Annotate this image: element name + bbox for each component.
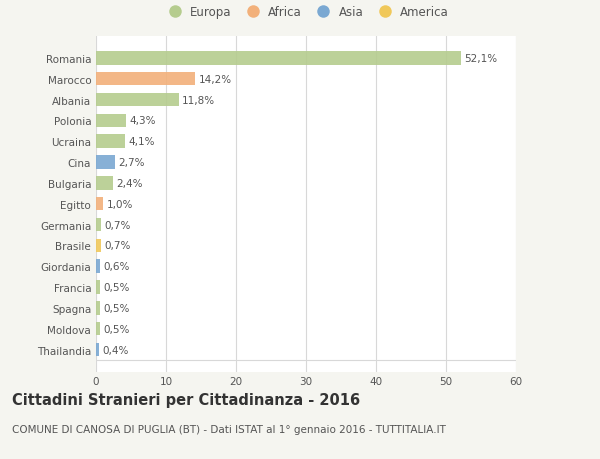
Text: Cittadini Stranieri per Cittadinanza - 2016: Cittadini Stranieri per Cittadinanza - 2… [12,392,360,408]
Text: 11,8%: 11,8% [182,95,215,105]
Bar [96,239,101,252]
Bar [96,94,179,107]
Text: 0,5%: 0,5% [103,282,130,292]
Text: COMUNE DI CANOSA DI PUGLIA (BT) - Dati ISTAT al 1° gennaio 2016 - TUTTITALIA.IT: COMUNE DI CANOSA DI PUGLIA (BT) - Dati I… [12,425,446,435]
Legend: Europa, Africa, Asia, America: Europa, Africa, Asia, America [161,4,451,22]
Text: 0,7%: 0,7% [104,220,131,230]
Bar [96,218,101,232]
Bar [96,114,126,128]
Text: 1,0%: 1,0% [107,199,133,209]
Bar [96,135,125,149]
Text: 0,7%: 0,7% [104,241,131,251]
Bar [96,52,461,66]
Bar [96,302,100,315]
Text: 4,1%: 4,1% [128,137,155,147]
Bar [96,260,100,274]
Text: 0,5%: 0,5% [103,303,130,313]
Text: 0,4%: 0,4% [102,345,128,355]
Bar [96,343,99,357]
Bar [96,197,103,211]
Text: 14,2%: 14,2% [199,74,232,84]
Text: 2,4%: 2,4% [116,179,143,189]
Text: 0,5%: 0,5% [103,324,130,334]
Text: 52,1%: 52,1% [464,54,497,64]
Bar [96,322,100,336]
Bar [96,177,113,190]
Text: 4,3%: 4,3% [130,116,156,126]
Bar [96,156,115,169]
Bar [96,73,196,86]
Bar [96,280,100,294]
Text: 0,6%: 0,6% [104,262,130,272]
Text: 2,7%: 2,7% [118,158,145,168]
